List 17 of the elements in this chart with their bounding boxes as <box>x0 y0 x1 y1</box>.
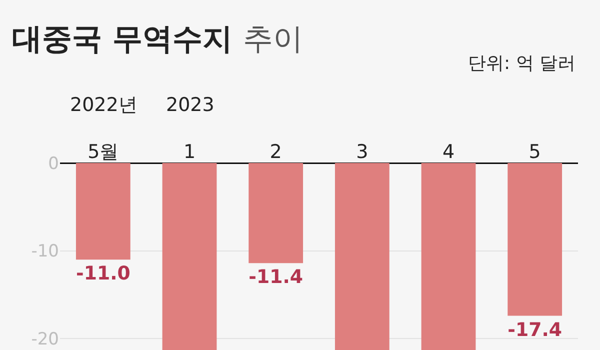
y-tick-label: 0 <box>48 154 59 174</box>
text: 단위: 억 달러 <box>468 53 576 74</box>
x-tick-label: 1 <box>183 141 196 164</box>
x-tick-label: 5월 <box>88 141 119 164</box>
data-label: -11.4 <box>248 266 304 288</box>
x-tick-label: 2 <box>270 141 282 164</box>
chart-subtitle: 추이 <box>242 22 303 57</box>
text: 2023 <box>166 94 214 116</box>
data-label: -17.4 <box>508 318 562 341</box>
x-tick-label: 5 <box>528 141 541 164</box>
y-tick-label: -10 <box>31 242 59 262</box>
y-tick-label: -20 <box>31 330 59 350</box>
text: 2022년 <box>70 94 138 116</box>
x-tick-label: 3 <box>356 141 368 164</box>
data-label: -11.0 <box>76 262 130 285</box>
chart-title: 대중국 무역수지 <box>12 22 232 57</box>
x-tick-label: 4 <box>442 141 455 164</box>
